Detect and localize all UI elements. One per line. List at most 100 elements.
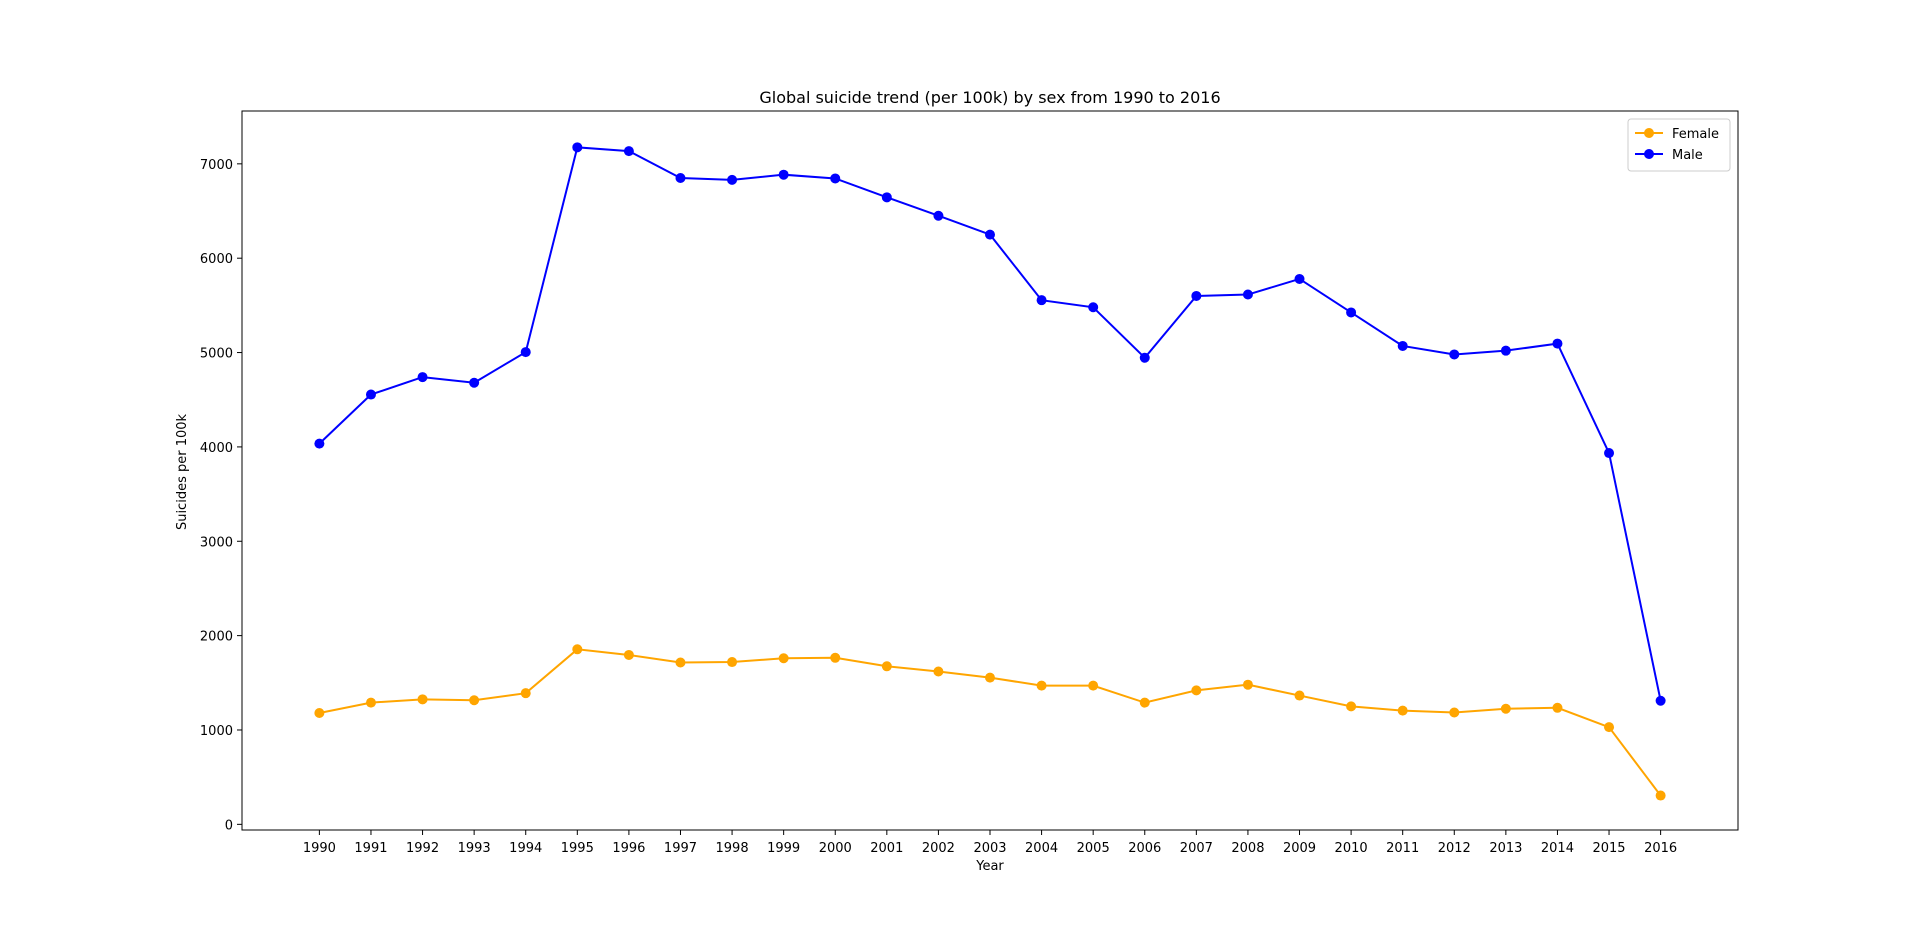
y-axis-label: Suicides per 100k [175, 413, 190, 530]
x-axis-ticks: 1990 1991 1992 1993 1994 1995 1996 1997 1998 1999… [303, 830, 1677, 856]
female-data-point [1604, 722, 1615, 733]
male-data-point [1655, 695, 1666, 706]
x-tick-label: 2003 [973, 841, 1006, 856]
y-tick-label: 1000 [200, 724, 233, 739]
x-tick-label: 1997 [664, 841, 697, 856]
legend: Female Male [1627, 118, 1731, 172]
y-tick-label: 3000 [200, 535, 233, 550]
female-data-point [1449, 707, 1460, 718]
x-tick-label: 2001 [870, 841, 903, 856]
chart-title: Global suicide trend (per 100k) by sex f… [759, 88, 1220, 107]
male-data-point [623, 146, 634, 157]
x-tick-label: 1995 [561, 841, 594, 856]
male-data-point [778, 169, 789, 180]
male-data-point [469, 377, 480, 388]
male-data-point [365, 389, 376, 400]
x-tick-label: 1993 [458, 841, 491, 856]
legend-female-label: Female [1672, 127, 1719, 142]
y-tick-label: 2000 [200, 630, 233, 645]
x-tick-label: 2016 [1644, 841, 1677, 856]
female-data-point [469, 695, 480, 706]
legend-female-marker [1644, 128, 1654, 138]
female-data-point [881, 661, 892, 672]
male-data-point [1036, 295, 1047, 306]
x-tick-label: 2005 [1077, 841, 1110, 856]
female-data-point [830, 652, 841, 663]
male-data-point [881, 192, 892, 203]
female-data-point [623, 649, 634, 660]
male-data-point [314, 438, 325, 449]
male-data-point [1397, 340, 1408, 351]
x-tick-label: 2007 [1180, 841, 1213, 856]
male-data-point [1346, 307, 1357, 318]
female-data-point [1242, 679, 1253, 690]
x-tick-label: 2012 [1438, 841, 1471, 856]
female-data-point [1397, 705, 1408, 716]
male-data-point [1088, 302, 1099, 313]
x-tick-label: 1991 [354, 841, 387, 856]
female-data-point [985, 672, 995, 683]
female-data-point [417, 694, 428, 705]
male-data-point [1449, 349, 1460, 360]
x-tick-label: 2000 [819, 841, 852, 856]
male-data-point [675, 172, 686, 183]
x-tick-label: 1999 [767, 841, 800, 856]
female-data-point [572, 644, 583, 655]
female-data-point [727, 657, 738, 668]
x-tick-label: 1990 [303, 841, 336, 856]
female-data-point [1139, 697, 1150, 708]
female-data-point [1191, 685, 1202, 696]
x-tick-label: 2014 [1541, 841, 1574, 856]
male-data-point [1552, 338, 1563, 349]
x-tick-label: 2013 [1489, 841, 1522, 856]
male-data-point [1139, 352, 1150, 363]
male-data-point [520, 347, 531, 358]
x-tick-label: 1992 [406, 841, 439, 856]
x-tick-label: 2008 [1231, 841, 1264, 856]
male-data-point [417, 372, 428, 383]
x-tick-label: 2009 [1283, 841, 1316, 856]
y-axis-ticks: 0 1000 2000 3000 4000 5000 6000 7000 [200, 158, 242, 833]
male-data-point [1500, 345, 1511, 356]
x-axis-label: Year [975, 859, 1004, 874]
plot-area-frame [241, 110, 1739, 831]
female-series-line [319, 648, 1662, 797]
female-data-point [1500, 703, 1511, 714]
female-data-point [314, 707, 325, 718]
female-data-point [1036, 680, 1047, 691]
y-tick-label: 7000 [200, 158, 233, 173]
male-data-point [1191, 290, 1202, 301]
x-tick-label: 1998 [716, 841, 749, 856]
y-tick-label: 6000 [200, 252, 233, 267]
female-data-point [1294, 690, 1305, 701]
legend-male-marker [1644, 149, 1654, 159]
female-data-point [365, 697, 376, 708]
x-tick-label: 2002 [922, 841, 955, 856]
female-data-point [1552, 702, 1563, 713]
male-data-point [933, 210, 944, 221]
y-tick-label: 0 [225, 818, 233, 833]
legend-male-label: Male [1672, 148, 1703, 163]
female-data-point [1346, 701, 1357, 712]
female-data-point [520, 688, 531, 699]
female-data-point [778, 653, 789, 664]
female-data-point [933, 666, 944, 677]
female-data-point [1088, 680, 1099, 691]
x-tick-label: 2010 [1335, 841, 1368, 856]
male-data-point [1242, 289, 1253, 300]
male-data-point [727, 174, 738, 185]
x-tick-label: 2006 [1128, 841, 1161, 856]
x-tick-label: 2015 [1592, 841, 1625, 856]
male-data-point [985, 229, 995, 240]
x-tick-label: 2004 [1025, 841, 1058, 856]
female-data-point [1655, 790, 1666, 801]
male-data-point [830, 173, 841, 184]
series-layer [314, 142, 1666, 801]
male-data-point [572, 142, 583, 153]
y-tick-label: 5000 [200, 347, 233, 362]
x-tick-label: 1994 [509, 841, 542, 856]
y-tick-label: 4000 [200, 441, 233, 456]
male-data-point [1604, 448, 1615, 459]
